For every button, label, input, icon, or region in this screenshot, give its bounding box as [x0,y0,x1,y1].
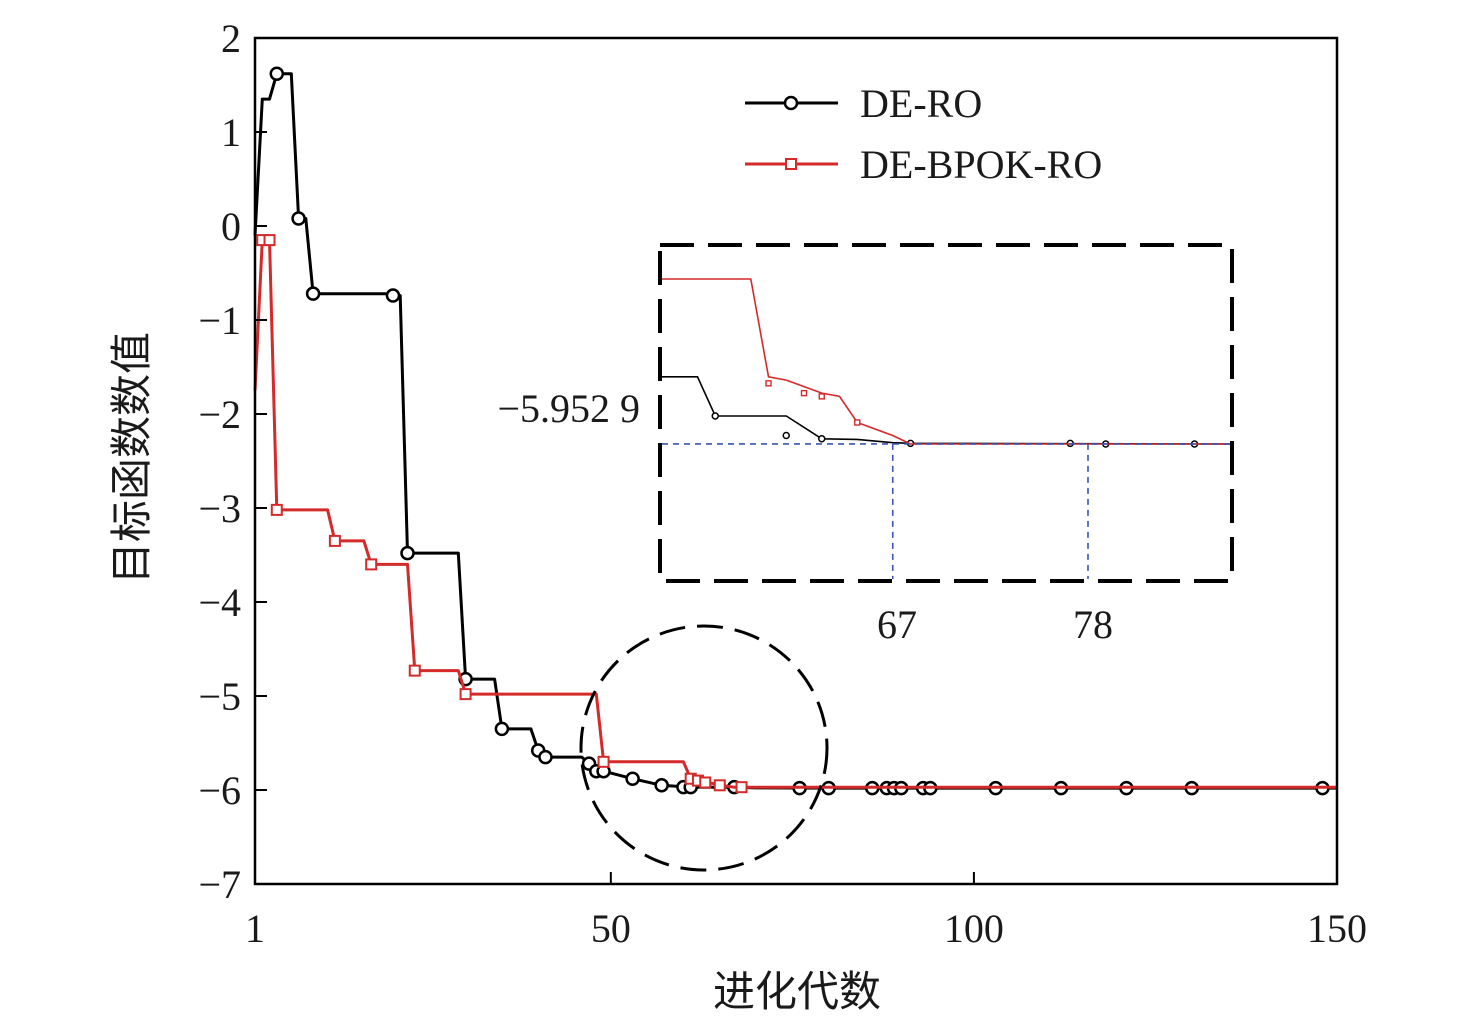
y-tick-label: −5 [198,674,241,719]
y-tick-label: −1 [198,298,241,343]
inset-point-de-ro [818,435,826,443]
series-line-de-bpok-ro [253,238,1337,789]
legend-label-de-bpok-ro: DE-BPOK-RO [860,142,1102,187]
y-tick-label: −7 [198,862,241,907]
inset-point-de-ro [782,431,790,440]
x-tick-label: 1 [245,906,265,951]
data-point-de-ro [305,286,321,301]
data-point-de-ro [494,721,510,737]
data-point-de-ro [400,545,415,561]
y-tick-label: 1 [221,110,241,155]
y-tick-label: 0 [221,204,241,249]
plot-layer [253,66,1337,796]
plot-frame [253,36,1339,886]
data-point-de-ro [269,66,285,81]
data-point-de-bpok-ro [459,688,472,701]
legend: DE-RO DE-BPOK-RO [745,81,1102,187]
inset-point-de-bpok-ro [765,380,772,387]
inset-annotation-value: −5.952 9 [497,386,640,431]
series-line-de-ro [253,72,1337,790]
data-point-de-ro [538,749,553,765]
data-point-de-bpok-ro [713,779,726,792]
y-axis-label: 目标函数数值 [110,332,156,584]
legend-marker-de-bpok-ro [785,158,797,170]
legend-marker-de-ro [783,95,799,111]
data-point-de-ro [385,288,401,303]
data-point-de-bpok-ro [735,781,748,794]
inset-line-de-bpok-ro [662,278,1230,445]
x-tick-label: 50 [591,906,631,951]
y-tick-label: −3 [198,486,241,531]
data-point-de-bpok-ro [597,755,610,768]
inset-point-de-bpok-ro [818,393,825,400]
inset-xtick-78: 78 [1073,602,1113,647]
y-tick-label: −2 [198,392,241,437]
data-point-de-bpok-ro [365,558,378,571]
inset-point-de-ro [711,412,719,420]
inset-frame [658,243,1234,583]
inset-point-de-bpok-ro [854,419,861,426]
x-tick-label: 100 [944,906,1004,951]
inset-layer [662,278,1231,579]
axes-layer: 210−1−2−3−4−5−6−71 50 100 150 [198,16,1367,951]
y-tick-label: −4 [198,580,241,625]
y-tick-label: −6 [198,768,241,813]
data-point-de-bpok-ro [699,776,712,789]
data-point-de-ro [654,778,669,793]
x-axis-label: 进化代数 [713,970,881,1016]
x-tick-label: 150 [1307,906,1367,951]
inset-point-de-bpok-ro [800,389,808,397]
legend-label-de-ro: DE-RO [860,81,982,126]
zoom-circle [579,624,829,872]
data-point-de-bpok-ro [270,503,283,516]
data-point-de-ro [625,771,640,786]
y-tick-label: 2 [221,16,241,61]
data-point-de-bpok-ro [263,234,276,247]
inset-line-de-ro [662,376,1231,445]
data-point-de-bpok-ro [408,664,421,677]
inset-xtick-67: 67 [877,602,917,647]
data-point-de-ro [291,211,306,226]
data-point-de-bpok-ro [328,534,341,547]
